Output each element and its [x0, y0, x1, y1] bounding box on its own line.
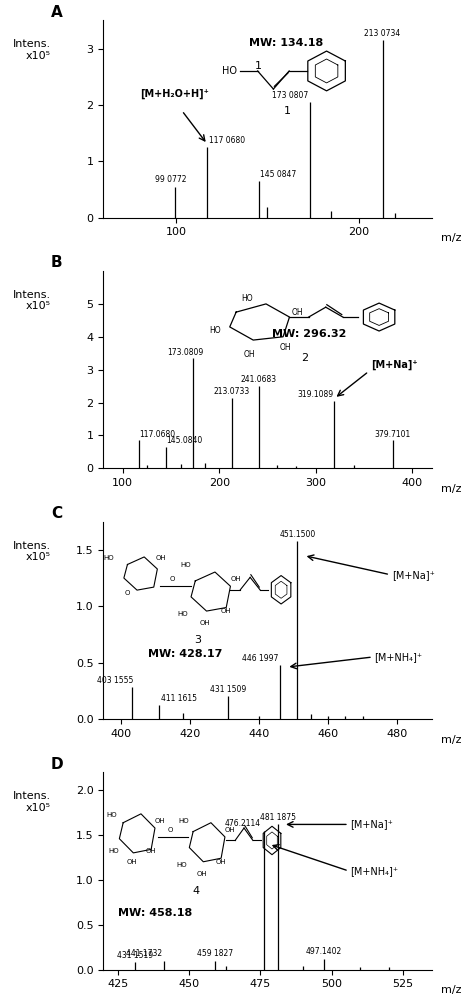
- Text: MW: 134.18: MW: 134.18: [249, 38, 323, 48]
- Text: 145.0840: 145.0840: [166, 436, 203, 445]
- Text: MW: 428.17: MW: 428.17: [148, 649, 223, 659]
- Text: 213.0733: 213.0733: [214, 387, 250, 396]
- Text: 173.0809: 173.0809: [167, 348, 204, 357]
- Text: 213 0734: 213 0734: [364, 29, 400, 38]
- Text: 431 1519: 431 1519: [117, 951, 153, 960]
- Text: 459 1827: 459 1827: [197, 949, 233, 958]
- Text: MW: 458.18: MW: 458.18: [118, 908, 192, 918]
- Text: C: C: [51, 506, 62, 521]
- Text: 446 1997: 446 1997: [242, 654, 279, 663]
- Text: 481 1875: 481 1875: [260, 813, 296, 822]
- Y-axis label: Intens.
x10⁵: Intens. x10⁵: [13, 791, 51, 813]
- Text: [M+Na]⁺: [M+Na]⁺: [371, 359, 417, 370]
- Y-axis label: Intens.
x10⁵: Intens. x10⁵: [13, 39, 51, 61]
- Text: 451.1500: 451.1500: [279, 530, 315, 539]
- Y-axis label: Intens.
x10⁵: Intens. x10⁵: [13, 290, 51, 311]
- Text: m/z: m/z: [441, 985, 462, 995]
- Text: [M+Na]⁺: [M+Na]⁺: [350, 819, 393, 829]
- Text: m/z: m/z: [441, 484, 462, 494]
- Text: 1: 1: [255, 61, 262, 71]
- Text: 441 1732: 441 1732: [126, 949, 162, 958]
- Text: B: B: [51, 255, 63, 270]
- Text: D: D: [51, 757, 63, 772]
- Text: [M+NH₄]⁺: [M+NH₄]⁺: [350, 866, 399, 876]
- Text: 241.0683: 241.0683: [241, 375, 277, 384]
- Text: 117 0680: 117 0680: [209, 136, 245, 145]
- Text: 319.1089: 319.1089: [297, 390, 333, 399]
- Text: 403 1555: 403 1555: [97, 676, 133, 685]
- Y-axis label: Intens.
x10⁵: Intens. x10⁵: [13, 541, 51, 562]
- Text: 173 0807: 173 0807: [272, 91, 308, 100]
- Text: 99 0772: 99 0772: [155, 175, 187, 184]
- Text: 145 0847: 145 0847: [260, 170, 297, 179]
- Text: [M+Na]⁺: [M+Na]⁺: [392, 570, 435, 580]
- Text: 411 1615: 411 1615: [161, 694, 197, 703]
- Text: m/z: m/z: [441, 233, 462, 243]
- Text: 497.1402: 497.1402: [306, 947, 342, 956]
- Text: 117.0680: 117.0680: [139, 430, 175, 439]
- Text: 379.7101: 379.7101: [375, 430, 411, 439]
- Text: A: A: [51, 5, 63, 20]
- Text: MW: 296.32: MW: 296.32: [272, 329, 347, 339]
- Text: m/z: m/z: [441, 735, 462, 745]
- Text: [M+NH₄]⁺: [M+NH₄]⁺: [375, 652, 423, 662]
- Text: [M+H₂O+H]⁺: [M+H₂O+H]⁺: [140, 89, 209, 99]
- Text: 431 1509: 431 1509: [210, 685, 246, 694]
- Text: 476.2114: 476.2114: [225, 819, 261, 828]
